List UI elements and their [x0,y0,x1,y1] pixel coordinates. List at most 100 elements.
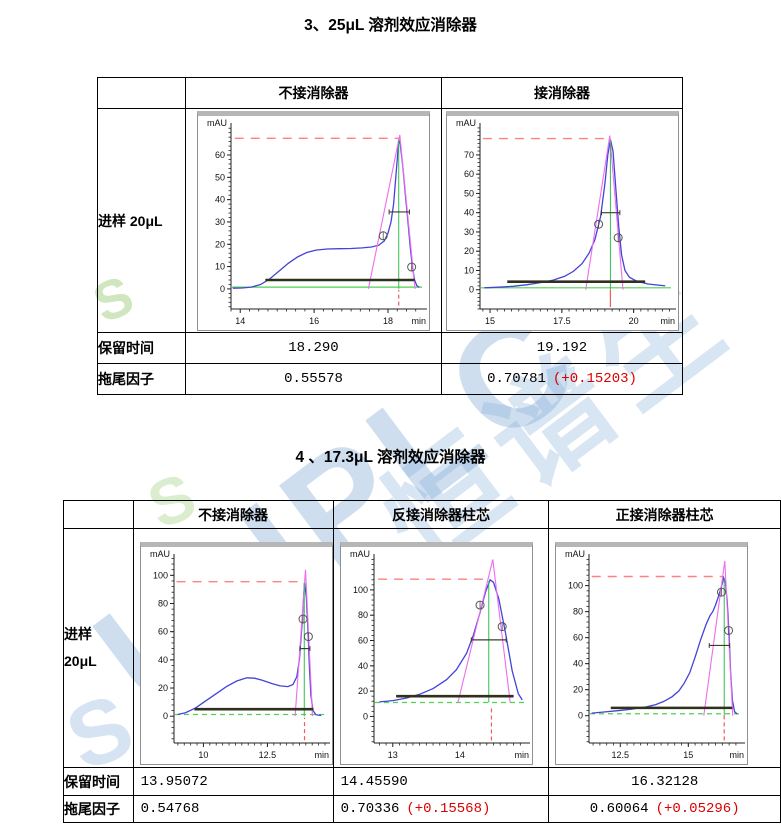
svg-text:18: 18 [383,316,393,326]
svg-text:50: 50 [215,172,225,182]
svg-text:10: 10 [215,262,225,272]
svg-text:10: 10 [463,265,473,275]
chromatogram-chart: 0 20 40 60 80 100 10 12.5 mAU min [150,549,330,760]
svg-text:10: 10 [198,750,208,760]
chromatogram-image-forward-cartridge: 0 20 40 60 80 100 12.5 15 mAU min [555,542,749,765]
svg-text:70: 70 [463,150,473,160]
svg-text:100: 100 [353,585,368,595]
chart-cell: 0 20 40 60 80 100 13 14 mAU min [332,528,550,768]
svg-text:60: 60 [573,633,583,643]
svg-text:mAU: mAU [565,549,585,559]
svg-text:100: 100 [153,570,168,580]
chromatogram-image-reverse-cartridge: 0 20 40 60 80 100 13 14 mAU min [339,542,533,765]
tailing-factor-label: 拖尾因子 [97,363,186,395]
retention-time-value: 18.290 [185,332,442,364]
chromatogram-chart: 0 10 20 30 40 50 60 14 16 18 mAU min [207,118,427,326]
svg-text:60: 60 [158,627,168,637]
chromatogram-image-no-eliminator-17ul: 0 20 40 60 80 100 10 12.5 mAU min [139,542,333,765]
chromatogram-chart: 0 10 20 30 40 50 60 70 15 17.5 20 mAU min [456,118,676,326]
svg-text:60: 60 [358,636,368,646]
column-header-forward-cartridge: 正接消除器柱芯 [548,500,781,529]
column-header-no-eliminator: 不接消除器 [185,77,442,109]
chart-row: 进样 20μL 0 20 40 60 80 100 10 12.5 mAU min 0 20 40 60… [63,528,781,768]
svg-text:min: min [514,750,529,760]
svg-text:12.5: 12.5 [612,750,630,760]
tailing-factor-value: 0.60064 (+0.05296) [548,795,781,823]
tailing-factor-row: 拖尾因子 0.55578 0.70781 (+0.15203) [97,363,683,395]
table-header-row: 不接消除器 接消除器 [97,77,683,109]
svg-text:20: 20 [463,246,473,256]
svg-text:0: 0 [163,711,168,721]
svg-text:14: 14 [454,750,464,760]
svg-text:80: 80 [158,599,168,609]
chart-row: 进样 20μL 0 10 20 30 40 50 60 14 16 18 mAU min 0 10 20 3… [97,108,683,333]
column-header-with-eliminator: 接消除器 [441,77,683,109]
svg-text:15: 15 [485,316,495,326]
chromatogram-image-with-eliminator-25ul: 0 10 20 30 40 50 60 70 15 17.5 20 mAU min [445,111,679,331]
svg-text:mAU: mAU [350,549,370,559]
svg-text:0: 0 [468,285,473,295]
svg-text:40: 40 [358,661,368,671]
svg-text:60: 60 [215,150,225,160]
svg-text:mAU: mAU [150,549,170,559]
tailing-base: 0.70336 [340,801,400,817]
tailing-delta: (+0.15203) [552,371,637,387]
svg-text:mAU: mAU [207,118,227,128]
svg-text:min: min [660,316,675,326]
table-25ul-solvent-effect: 不接消除器 接消除器 进样 20μL 0 10 20 30 40 50 60 14 16 18 mA… [97,77,683,395]
tailing-factor-label: 拖尾因子 [63,795,134,823]
svg-text:20: 20 [215,239,225,249]
corner-cell [63,500,134,529]
svg-text:40: 40 [573,659,583,669]
svg-text:50: 50 [463,188,473,198]
injection-label-line: 进样 [64,626,92,643]
tailing-factor-value: 0.70781 (+0.15203) [441,363,683,395]
svg-text:20: 20 [358,686,368,696]
chart-cell: 0 20 40 60 80 100 12.5 15 mAU min [548,528,781,768]
tailing-base: 0.60064 [589,801,649,817]
svg-text:13: 13 [387,750,397,760]
svg-text:80: 80 [573,607,583,617]
svg-text:80: 80 [358,610,368,620]
svg-text:20: 20 [573,685,583,695]
injection-label-line: 20μL [64,653,97,669]
svg-text:40: 40 [215,195,225,205]
svg-text:20: 20 [628,316,638,326]
svg-text:14: 14 [235,316,245,326]
chart-cell: 0 10 20 30 40 50 60 14 16 18 mAU min [185,108,442,333]
retention-time-row: 保留时间 13.95072 14.45590 16.32128 [63,767,781,796]
table-17-3ul-solvent-effect: 不接消除器 反接消除器柱芯 正接消除器柱芯 进样 20μL 0 20 40 60 80 1… [63,500,781,823]
chromatogram-chart: 0 20 40 60 80 100 13 14 mAU min [350,549,530,760]
svg-text:0: 0 [363,711,368,721]
tailing-factor-value: 0.55578 [185,363,442,395]
svg-text:0: 0 [578,711,583,721]
svg-text:min: min [411,316,426,326]
injection-volume-label: 进样 20μL [63,528,134,768]
section-4-title: 4 、17.3μL 溶剂效应消除器 [295,449,486,466]
svg-text:30: 30 [463,227,473,237]
table-header-row: 不接消除器 反接消除器柱芯 正接消除器柱芯 [63,500,781,529]
corner-cell [97,77,186,109]
svg-text:40: 40 [158,655,168,665]
retention-time-label: 保留时间 [97,332,186,364]
retention-time-value: 19.192 [441,332,683,364]
retention-time-value: 13.95072 [132,767,334,796]
tailing-factor-value: 0.54768 [132,795,334,823]
svg-text:mAU: mAU [456,118,476,128]
svg-text:100: 100 [568,581,583,591]
svg-text:30: 30 [215,217,225,227]
retention-time-value: 16.32128 [548,767,781,796]
svg-text:min: min [314,750,329,760]
chromatogram-chart: 0 20 40 60 80 100 12.5 15 mAU min [565,549,746,760]
svg-text:60: 60 [463,169,473,179]
svg-text:15: 15 [684,750,694,760]
section-3-title: 3、25μL 溶剂效应消除器 [304,17,477,34]
retention-time-row: 保留时间 18.290 19.192 [97,332,683,364]
svg-text:20: 20 [158,683,168,693]
tailing-delta: (+0.05296) [655,801,740,817]
chart-cell: 0 10 20 30 40 50 60 70 15 17.5 20 mAU min [441,108,683,333]
svg-text:40: 40 [463,208,473,218]
retention-time-label: 保留时间 [63,767,134,796]
svg-text:17.5: 17.5 [553,316,571,326]
tailing-delta: (+0.15568) [406,801,491,817]
